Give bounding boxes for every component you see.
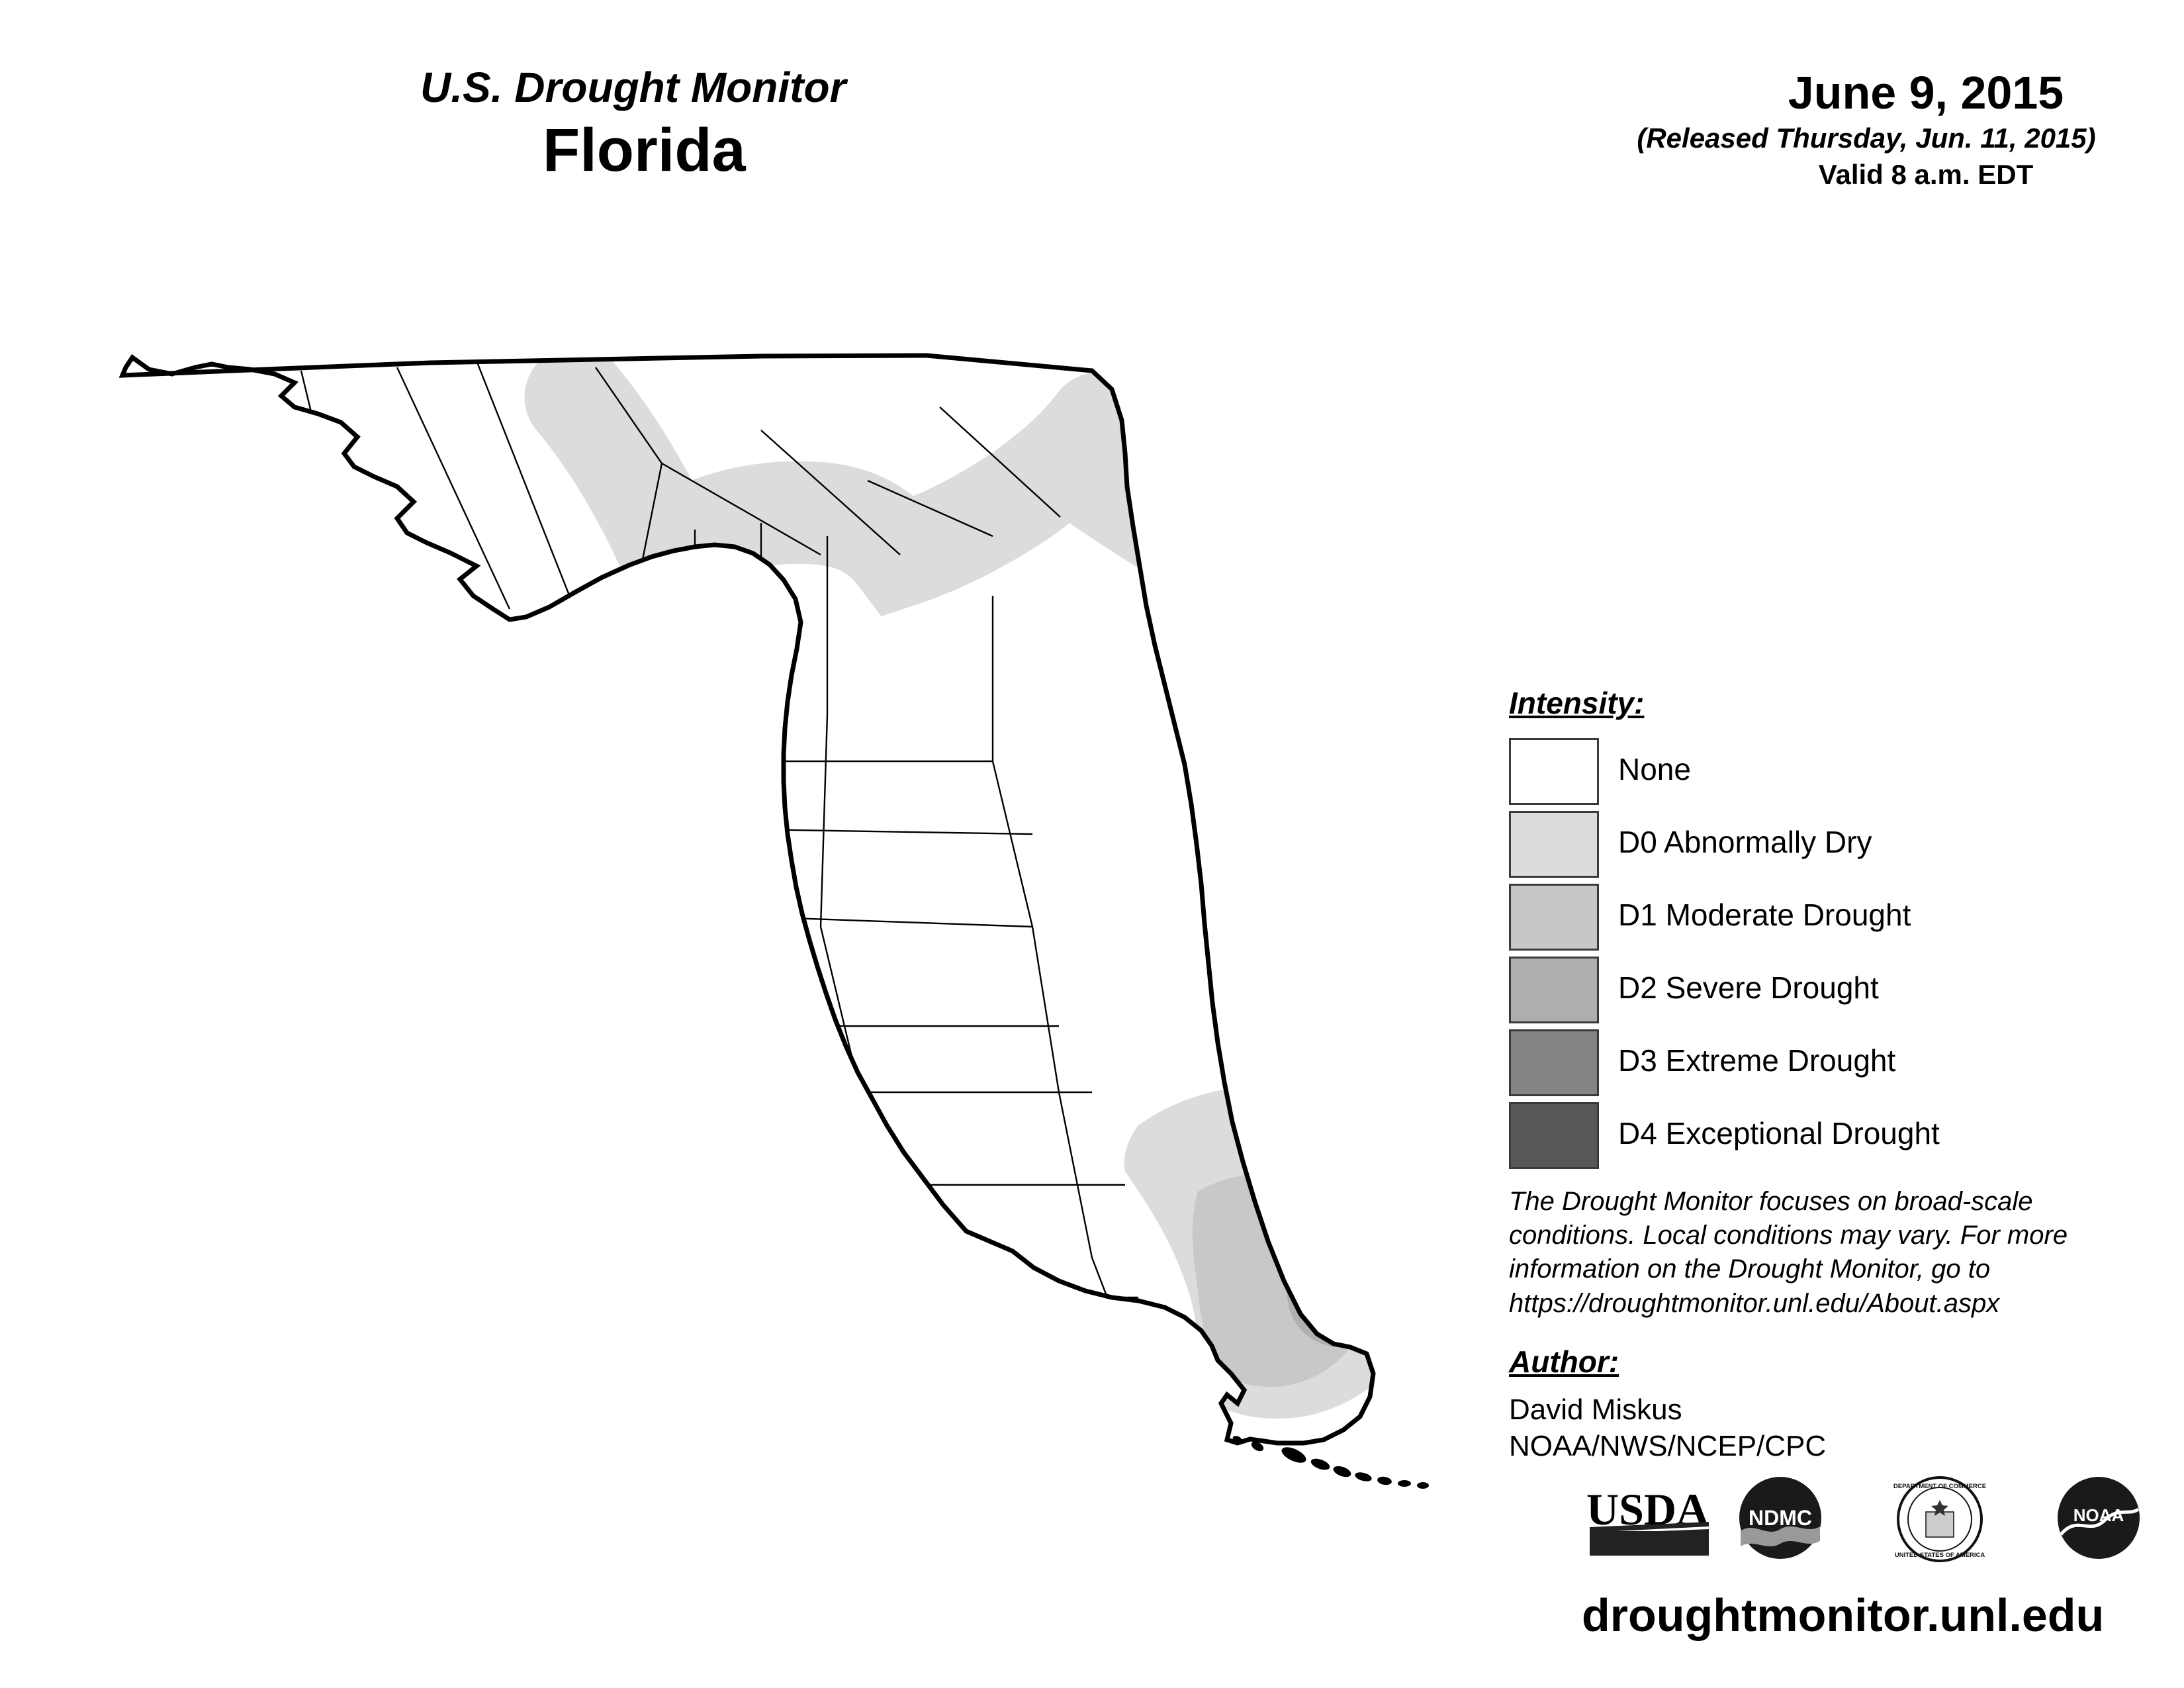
- svg-text:UNITED STATES OF AMERICA: UNITED STATES OF AMERICA: [1895, 1552, 1985, 1559]
- svg-text:DEPARTMENT OF COMMERCE: DEPARTMENT OF COMMERCE: [1893, 1483, 1986, 1490]
- svg-text:NOAA: NOAA: [2073, 1505, 2124, 1525]
- svg-text:NDMC: NDMC: [1749, 1506, 1812, 1530]
